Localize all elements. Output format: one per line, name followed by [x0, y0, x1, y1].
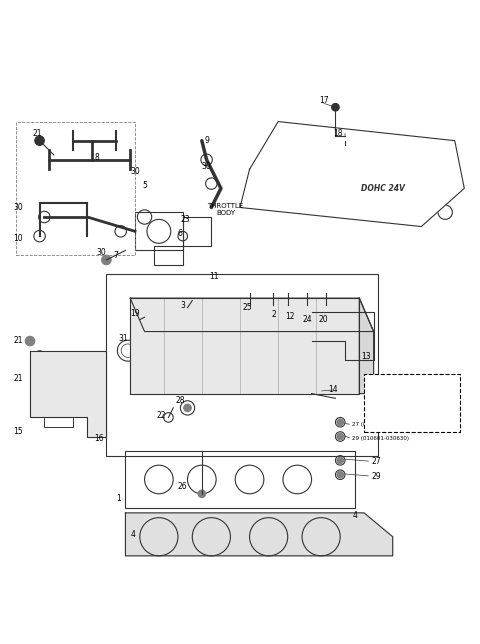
Text: 6: 6: [178, 229, 183, 238]
Text: 15: 15: [13, 427, 23, 436]
Text: 21: 21: [13, 374, 23, 383]
Bar: [364, 375, 459, 431]
Bar: [44, 375, 73, 403]
Circle shape: [184, 404, 192, 412]
Text: 30: 30: [202, 162, 212, 171]
Text: 4: 4: [130, 530, 135, 539]
Text: 4: 4: [352, 511, 357, 520]
Text: 30: 30: [130, 167, 140, 176]
Text: 31: 31: [118, 334, 128, 343]
Circle shape: [35, 136, 44, 146]
Text: 13: 13: [362, 352, 372, 361]
Text: DOHC 24V: DOHC 24V: [361, 184, 405, 193]
Circle shape: [337, 457, 344, 464]
Circle shape: [183, 303, 192, 312]
Text: (030630-): (030630-): [371, 379, 402, 384]
Text: 9: 9: [204, 136, 209, 145]
Text: 16: 16: [95, 435, 104, 444]
Text: 10: 10: [13, 234, 23, 243]
Text: 30: 30: [97, 249, 107, 258]
Bar: [125, 451, 355, 508]
Text: 5: 5: [142, 182, 147, 191]
Circle shape: [102, 255, 111, 265]
Bar: [183, 217, 211, 245]
Text: 29 (010601-030630): 29 (010601-030630): [352, 437, 409, 441]
Text: 27: 27: [371, 457, 381, 466]
Bar: [107, 274, 378, 455]
Circle shape: [198, 490, 205, 498]
Text: 3: 3: [180, 301, 185, 310]
Circle shape: [337, 433, 344, 440]
Text: 2: 2: [271, 310, 276, 319]
Polygon shape: [240, 122, 464, 227]
Bar: [44, 413, 73, 427]
Text: 32: 32: [422, 407, 432, 416]
Polygon shape: [130, 298, 373, 332]
Text: 22: 22: [156, 411, 166, 419]
Text: 30: 30: [13, 203, 23, 212]
Text: 27 (010601-030630): 27 (010601-030630): [352, 422, 409, 427]
Circle shape: [337, 471, 344, 478]
Text: 20: 20: [319, 315, 328, 324]
Text: 29: 29: [371, 471, 381, 480]
Text: 12: 12: [285, 312, 295, 321]
Text: 28: 28: [176, 396, 185, 405]
Bar: [135, 213, 183, 251]
Circle shape: [25, 336, 35, 346]
Bar: [154, 245, 183, 265]
Text: 26: 26: [178, 482, 188, 491]
Text: 21: 21: [33, 129, 42, 138]
Circle shape: [398, 409, 406, 417]
Bar: [16, 122, 135, 255]
Text: THROTTLE
BODY: THROTTLE BODY: [207, 204, 244, 216]
Text: 14: 14: [328, 385, 338, 394]
Text: 23: 23: [180, 215, 190, 224]
Circle shape: [337, 419, 344, 426]
Text: 19: 19: [130, 309, 140, 318]
Text: 18: 18: [333, 129, 343, 138]
Text: 24: 24: [302, 315, 312, 324]
Polygon shape: [130, 298, 360, 393]
Text: 25: 25: [242, 303, 252, 312]
Text: 17: 17: [319, 95, 328, 104]
Text: 1: 1: [116, 494, 120, 503]
Polygon shape: [125, 513, 393, 556]
Text: 11: 11: [209, 272, 218, 281]
Text: 8: 8: [95, 153, 99, 162]
Polygon shape: [30, 350, 107, 437]
Text: 7: 7: [114, 251, 119, 260]
Polygon shape: [360, 298, 373, 393]
Circle shape: [332, 104, 339, 111]
Text: 21: 21: [13, 336, 23, 345]
